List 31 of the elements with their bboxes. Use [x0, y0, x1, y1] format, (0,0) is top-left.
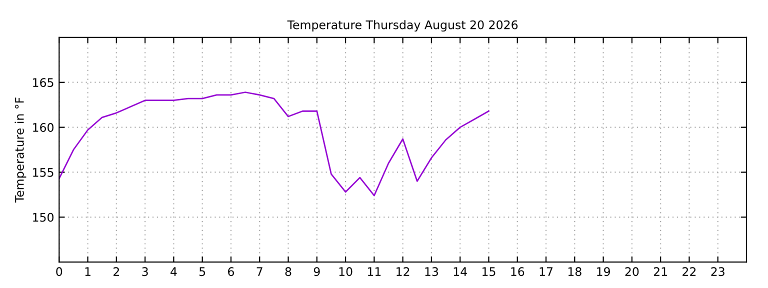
x-tick-label: 6: [228, 267, 234, 276]
y-tick-label: 155: [33, 168, 54, 177]
y-tick-label: 160: [33, 123, 54, 132]
x-tick-label: 21: [654, 267, 667, 276]
chart-title: Temperature Thursday August 20 2026: [287, 20, 518, 32]
x-tick-label: 15: [482, 267, 496, 276]
x-tick-label: 7: [256, 267, 262, 276]
x-tick-label: 18: [568, 267, 582, 276]
line-series: [59, 92, 490, 196]
x-tick-label: 3: [142, 267, 148, 276]
x-tick-label: 2: [114, 267, 119, 276]
x-tick-label: 10: [339, 267, 352, 276]
x-tick-label: 9: [314, 267, 320, 276]
x-tick-label: 19: [597, 267, 610, 276]
x-tick-label: 17: [540, 267, 553, 276]
x-tick-label: 12: [396, 267, 410, 276]
x-tick-label: 0: [56, 267, 62, 276]
x-tick-label: 11: [368, 267, 381, 276]
y-tick-label: 165: [33, 78, 54, 88]
x-tick-label: 8: [285, 267, 292, 276]
x-tick-label: 1: [85, 267, 90, 276]
x-tick-label: 20: [625, 267, 639, 276]
y-tick-label: 150: [33, 212, 54, 222]
x-tick-label: 14: [454, 267, 467, 276]
x-tick-label: 22: [682, 267, 696, 276]
x-tick-label: 4: [170, 267, 177, 276]
x-tick-label: 13: [425, 267, 438, 276]
y-axis-title: Temperature in °F: [14, 98, 26, 203]
x-tick-label: 23: [711, 267, 724, 276]
x-tick-label: 5: [199, 267, 206, 276]
x-tick-label: 16: [511, 267, 524, 276]
